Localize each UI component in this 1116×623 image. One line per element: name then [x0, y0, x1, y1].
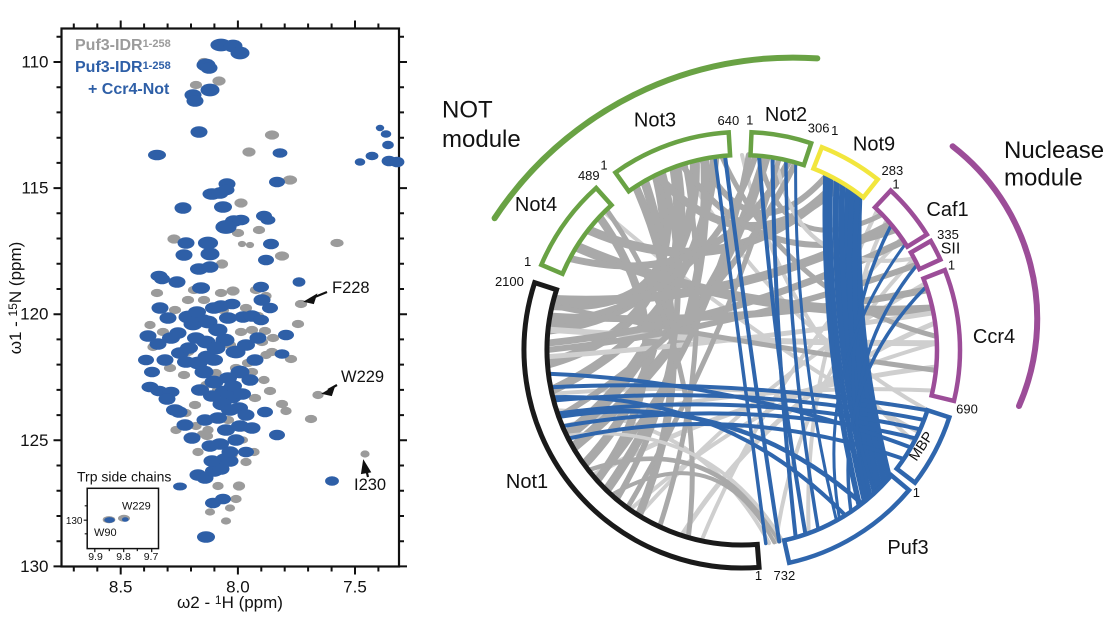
svg-text:module: module: [442, 126, 521, 153]
svg-text:9.8: 9.8: [116, 551, 131, 563]
svg-text:1: 1: [600, 157, 607, 172]
svg-text:8.5: 8.5: [109, 578, 133, 597]
svg-text:110: 110: [21, 53, 48, 72]
svg-text:130: 130: [20, 557, 48, 576]
svg-text:Not1: Not1: [506, 471, 548, 493]
svg-text:2100: 2100: [495, 274, 524, 289]
svg-text:Not9: Not9: [853, 133, 895, 155]
svg-text:115: 115: [21, 179, 48, 198]
svg-text:1: 1: [746, 113, 753, 128]
svg-text:F228: F228: [332, 279, 370, 297]
svg-text:306: 306: [808, 120, 830, 135]
svg-text:120: 120: [20, 305, 48, 324]
svg-text:Ccr4: Ccr4: [973, 326, 1015, 348]
svg-text:125: 125: [20, 431, 48, 450]
svg-text:1: 1: [755, 568, 762, 583]
svg-text:Nuclease: Nuclease: [1004, 137, 1104, 164]
svg-text:ω2 - 1H (ppm): ω2 - 1H (ppm): [177, 593, 283, 612]
svg-text:SII: SII: [941, 241, 961, 258]
svg-text:module: module: [1004, 165, 1083, 192]
svg-text:Not4: Not4: [515, 194, 557, 216]
svg-text:W229: W229: [122, 501, 151, 513]
svg-text:Puf3: Puf3: [887, 537, 928, 559]
svg-text:NOT: NOT: [442, 96, 493, 123]
svg-text:ω1 - 15N (ppm): ω1 - 15N (ppm): [6, 242, 25, 355]
svg-text:8.0: 8.0: [226, 578, 250, 597]
svg-text:W90: W90: [94, 527, 117, 539]
svg-text:732: 732: [774, 568, 796, 583]
svg-text:Not3: Not3: [634, 110, 676, 132]
svg-text:7.5: 7.5: [343, 578, 367, 597]
svg-text:640: 640: [718, 113, 740, 128]
svg-text:I230: I230: [354, 476, 386, 494]
svg-text:1: 1: [524, 254, 531, 269]
svg-text:W229: W229: [341, 368, 384, 386]
svg-text:1: 1: [831, 123, 838, 138]
svg-text:1: 1: [948, 258, 955, 273]
svg-text:283: 283: [882, 163, 904, 178]
svg-text:1: 1: [892, 176, 899, 191]
svg-text:489: 489: [578, 168, 600, 183]
svg-text:+ Ccr4-Not: + Ccr4-Not: [88, 81, 170, 98]
svg-text:690: 690: [956, 401, 978, 416]
svg-text:130: 130: [66, 516, 83, 527]
svg-text:Trp side chains: Trp side chains: [77, 469, 171, 485]
svg-text:9.7: 9.7: [144, 551, 159, 563]
svg-text:335: 335: [937, 227, 959, 242]
svg-text:Not2: Not2: [765, 104, 807, 126]
svg-text:1: 1: [913, 485, 920, 500]
svg-text:Caf1: Caf1: [926, 199, 968, 221]
svg-text:9.9: 9.9: [88, 551, 103, 563]
